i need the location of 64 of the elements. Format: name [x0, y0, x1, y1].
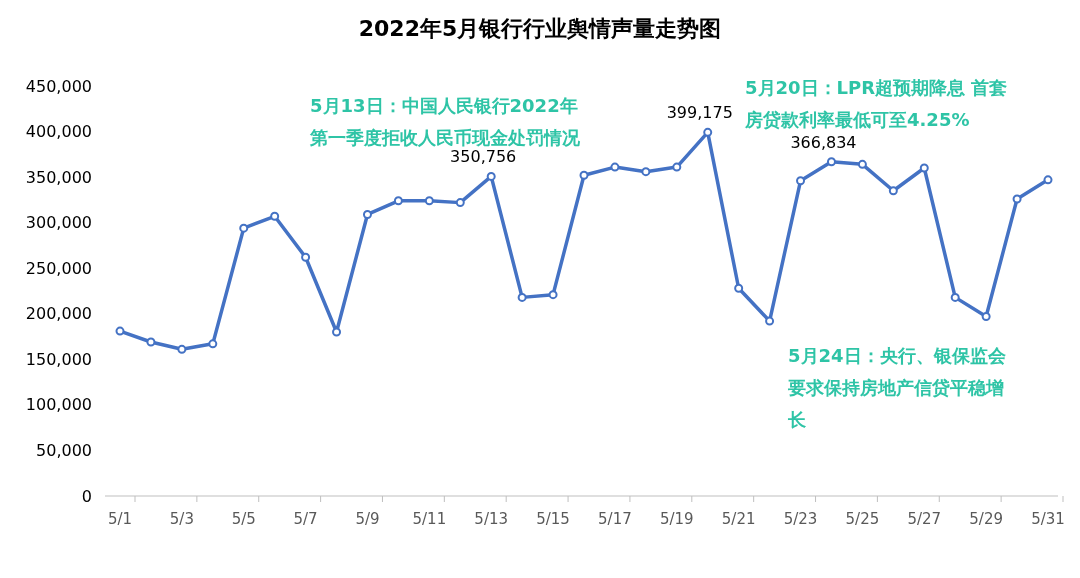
point	[734, 283, 744, 293]
point	[1043, 175, 1053, 185]
x-tick-label: 5/1	[107, 510, 133, 528]
point	[981, 312, 991, 322]
annotation: 5月24日：央行、银保监会要求保持房地产信贷平稳增长	[787, 345, 1007, 430]
point	[270, 211, 280, 221]
point	[239, 223, 249, 233]
y-tick-label: 350,000	[25, 167, 92, 187]
y-tick-label: 450,000	[25, 76, 92, 96]
point	[393, 196, 403, 206]
point	[455, 198, 465, 208]
y-tick-label: 50,000	[36, 441, 92, 461]
y-tick-label: 200,000	[25, 304, 92, 324]
point	[1012, 194, 1022, 204]
point	[888, 186, 898, 196]
x-tick-label: 5/5	[231, 510, 256, 528]
x-tick-label: 5/9	[355, 510, 380, 528]
point	[641, 167, 651, 177]
point	[362, 209, 372, 219]
point	[610, 162, 620, 172]
point	[301, 252, 311, 262]
x-tick-label: 5/31	[1031, 510, 1065, 528]
x-tick-label: 5/17	[598, 510, 632, 528]
data-label: 399,175	[666, 103, 733, 123]
y-tick-label: 250,000	[25, 258, 92, 278]
point	[703, 127, 713, 137]
point	[424, 196, 434, 206]
point	[177, 344, 187, 354]
x-tick-label: 5/23	[783, 510, 818, 528]
x-tick-label: 5/29	[969, 510, 1003, 528]
x-tick-label: 5/13	[474, 510, 509, 528]
point	[517, 292, 527, 302]
y-tick-label: 400,000	[25, 122, 92, 142]
point	[919, 163, 929, 173]
chart-title: 2022年5月银行行业舆情声量走势图	[358, 16, 722, 41]
point	[950, 292, 960, 302]
annotation: 5月20日：LPR超预期降息 首套房贷款利率最低可至4.25%	[744, 77, 1008, 130]
x-tick-label: 5/7	[293, 510, 318, 528]
y-tick-label: 300,000	[25, 213, 92, 233]
point	[146, 337, 156, 347]
point	[208, 339, 218, 349]
x-tick-label: 5/19	[659, 510, 694, 528]
y-tick-label: 150,000	[25, 349, 92, 369]
point	[796, 176, 806, 186]
data-label: 350,756	[450, 147, 517, 167]
point	[765, 316, 775, 326]
y-tick-label: 100,000	[25, 395, 92, 415]
y-tick-label: 0	[81, 486, 92, 506]
point	[115, 326, 125, 336]
point	[579, 170, 589, 180]
point	[548, 290, 558, 300]
x-tick-label: 5/27	[907, 510, 942, 528]
point	[672, 162, 682, 172]
annotation: 5月13日：中国人民银行2022年第一季度拒收人民币现金处罚情况	[309, 95, 581, 148]
x-tick-label: 5/21	[721, 510, 756, 528]
point	[857, 159, 867, 169]
x-tick-label: 5/25	[845, 510, 880, 528]
point	[332, 327, 342, 337]
x-tick-label: 5/15	[536, 510, 570, 528]
x-tick-label: 5/11	[412, 510, 447, 528]
x-tick-label: 5/3	[169, 510, 194, 528]
point	[826, 157, 836, 167]
point	[486, 171, 496, 181]
data-label: 366,834	[790, 132, 857, 152]
